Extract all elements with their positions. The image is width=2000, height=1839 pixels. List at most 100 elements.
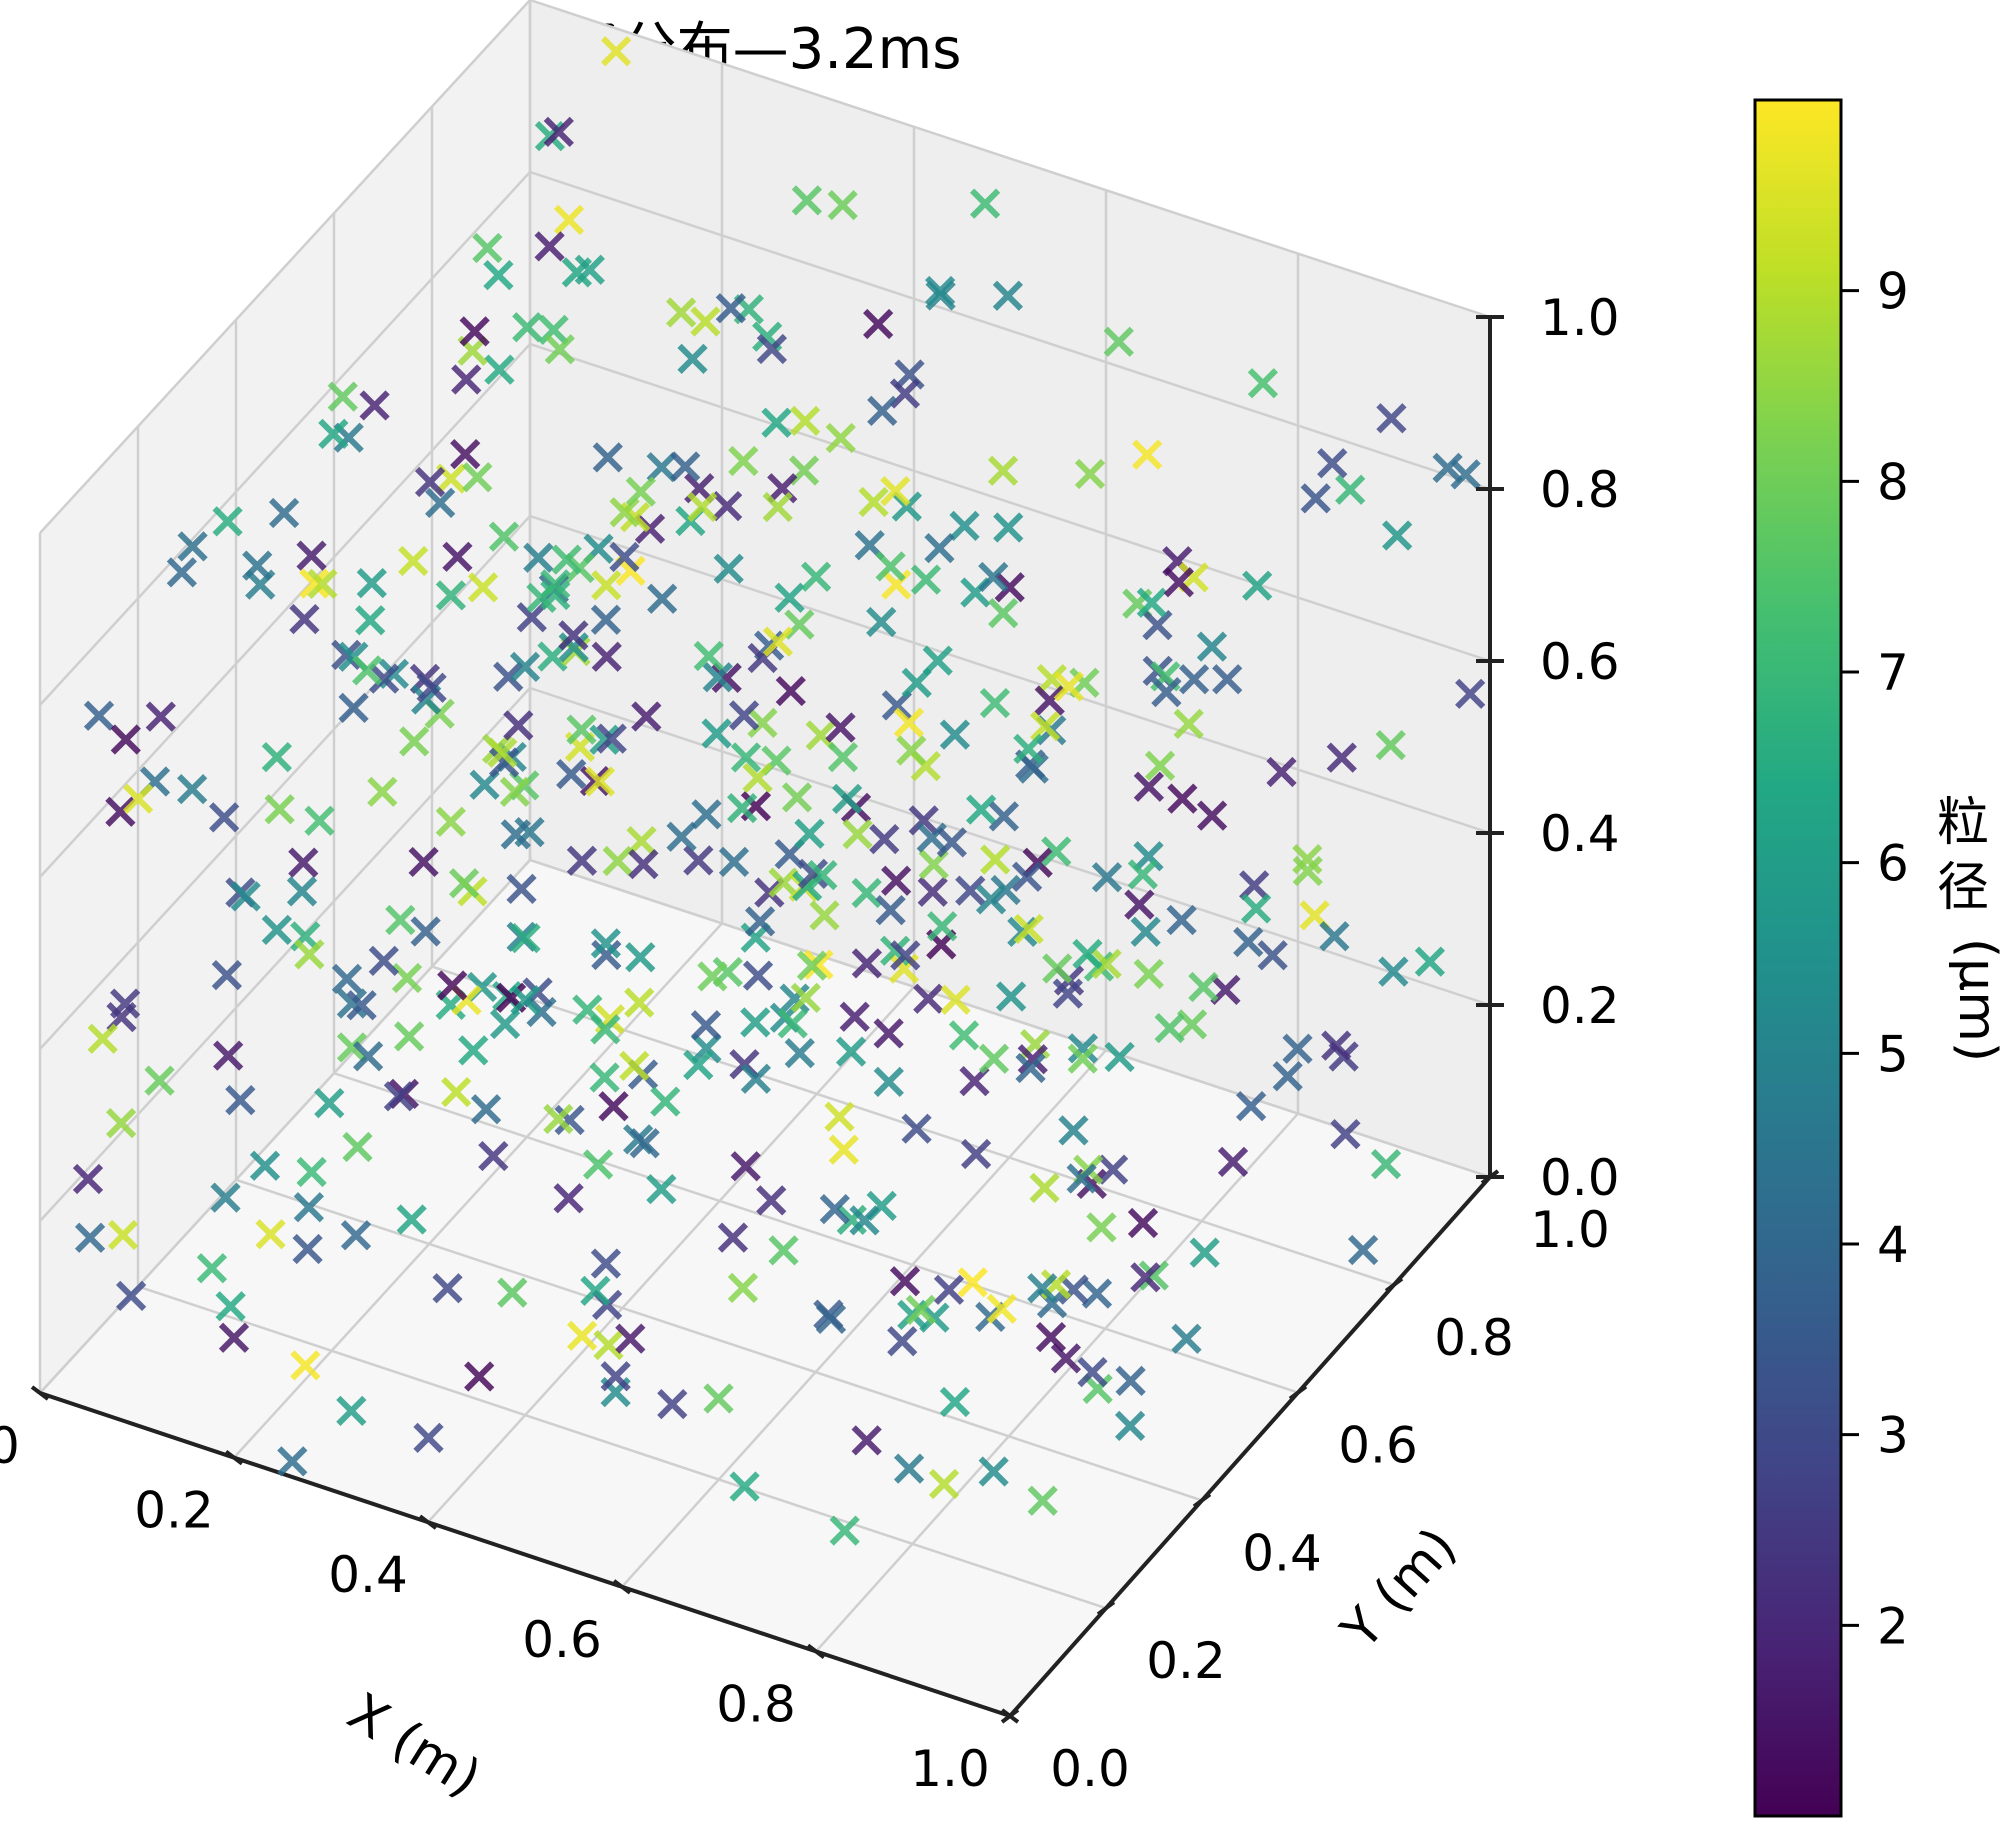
scatter-point bbox=[74, 1222, 106, 1253]
scatter-point bbox=[842, 818, 873, 850]
scatter-point bbox=[331, 963, 363, 995]
scatter-point bbox=[979, 687, 1011, 719]
scatter-point bbox=[1375, 730, 1406, 761]
scatter-point bbox=[781, 782, 813, 813]
z-tick-label: 0.8 bbox=[1540, 461, 1620, 519]
scatter-point bbox=[924, 275, 956, 307]
scatter-point bbox=[666, 821, 697, 852]
scatter-point bbox=[1066, 1163, 1097, 1194]
scatter-point bbox=[1142, 610, 1173, 641]
scatter-point bbox=[340, 1220, 372, 1251]
scatter-point bbox=[747, 707, 778, 739]
scatter-point bbox=[791, 185, 823, 216]
scatter-point bbox=[762, 491, 793, 523]
scatter-point bbox=[948, 1020, 980, 1051]
scatter-point bbox=[646, 1173, 677, 1205]
scatter-point bbox=[355, 605, 386, 636]
x-tick bbox=[1000, 1708, 1020, 1724]
scatter-point bbox=[1132, 439, 1163, 470]
scatter-point bbox=[1104, 1041, 1135, 1073]
scatter-point bbox=[289, 604, 320, 635]
scatter-point bbox=[697, 961, 728, 992]
scatter-point bbox=[718, 846, 750, 878]
scatter-point bbox=[472, 232, 503, 264]
grid-line bbox=[621, 1049, 1107, 1588]
scatter-point bbox=[458, 1035, 489, 1066]
x-tick-label: 0.2 bbox=[134, 1482, 214, 1540]
scatter-point bbox=[702, 662, 733, 693]
scatter-point bbox=[978, 1456, 1009, 1487]
scatter-point bbox=[650, 1086, 681, 1117]
scatter-point bbox=[901, 1113, 932, 1144]
scatter-point bbox=[978, 1043, 1010, 1074]
colorbar-tick-label: 5 bbox=[1877, 1025, 1909, 1083]
scatter-point bbox=[712, 490, 743, 522]
scatter-point bbox=[893, 1453, 925, 1484]
scatter-point bbox=[1317, 448, 1348, 479]
scatter-point bbox=[1114, 1410, 1146, 1442]
scatter-point bbox=[1133, 771, 1165, 802]
scatter-point bbox=[493, 661, 524, 692]
scatter-point bbox=[509, 651, 541, 683]
grid-line bbox=[39, 687, 531, 1222]
scatter-point bbox=[399, 726, 430, 757]
scatter-point bbox=[1455, 678, 1486, 709]
scatter-point bbox=[939, 1386, 971, 1418]
scatter-point bbox=[543, 116, 574, 147]
scatter-point bbox=[1212, 664, 1243, 695]
scatter-point bbox=[933, 1274, 965, 1305]
scatter-point bbox=[992, 280, 1024, 311]
scatter-point bbox=[980, 844, 1011, 875]
scatter-point bbox=[367, 776, 398, 807]
scatter-point bbox=[819, 1194, 850, 1225]
scatter-point bbox=[873, 1066, 904, 1097]
scatter-point bbox=[986, 1293, 1017, 1324]
scatter-point bbox=[1017, 1044, 1048, 1075]
scatter-point bbox=[596, 723, 627, 754]
scatter-point bbox=[286, 876, 318, 907]
scatter-point bbox=[905, 1294, 936, 1326]
colorbar-label-char-2: 径 bbox=[1937, 858, 1989, 918]
scatter-point bbox=[740, 1007, 771, 1038]
x-axis-label: X (m) bbox=[337, 1682, 490, 1809]
grid-line bbox=[529, 686, 1491, 1007]
y-tick bbox=[1192, 1492, 1212, 1509]
scatter-point bbox=[1041, 836, 1072, 867]
scatter-point bbox=[715, 293, 746, 324]
scatter-point bbox=[497, 1277, 528, 1308]
scatter-point bbox=[209, 802, 240, 833]
scatter-point bbox=[728, 700, 760, 731]
scatter-point bbox=[318, 418, 349, 450]
scatter-point bbox=[483, 260, 514, 291]
y-tick-label: 0.4 bbox=[1242, 1524, 1322, 1582]
scatter-point bbox=[1257, 940, 1288, 971]
scatter-point bbox=[690, 306, 721, 337]
scatter-point bbox=[512, 312, 543, 343]
scatter-point bbox=[110, 724, 141, 755]
scatter-point bbox=[296, 540, 327, 571]
scatter-point bbox=[1058, 1274, 1089, 1305]
scatter-point bbox=[957, 1267, 988, 1298]
scatter-point bbox=[889, 1266, 921, 1297]
scatter-point bbox=[807, 860, 838, 891]
scatter-point bbox=[670, 451, 701, 482]
scatter-point bbox=[995, 981, 1027, 1012]
scatter-point bbox=[1188, 971, 1219, 1003]
scatter-point bbox=[742, 762, 773, 793]
scatter-point bbox=[584, 766, 616, 797]
scatter-point bbox=[797, 858, 829, 890]
scatter-point bbox=[866, 606, 897, 638]
scatter-point bbox=[730, 1151, 761, 1182]
scatter-point bbox=[225, 1085, 256, 1116]
scatter-point bbox=[242, 550, 273, 581]
grid-line bbox=[815, 1112, 1299, 1653]
scatter-point bbox=[936, 827, 967, 858]
scatter-point bbox=[177, 531, 208, 562]
scatter-point bbox=[803, 949, 834, 980]
x-tick-label: 0.6 bbox=[522, 1611, 602, 1669]
scatter-point bbox=[1189, 1237, 1220, 1268]
scatter-point bbox=[1300, 483, 1331, 514]
scatter-point bbox=[988, 801, 1020, 832]
scatter-point bbox=[211, 959, 242, 991]
scatter-point bbox=[1030, 711, 1061, 742]
